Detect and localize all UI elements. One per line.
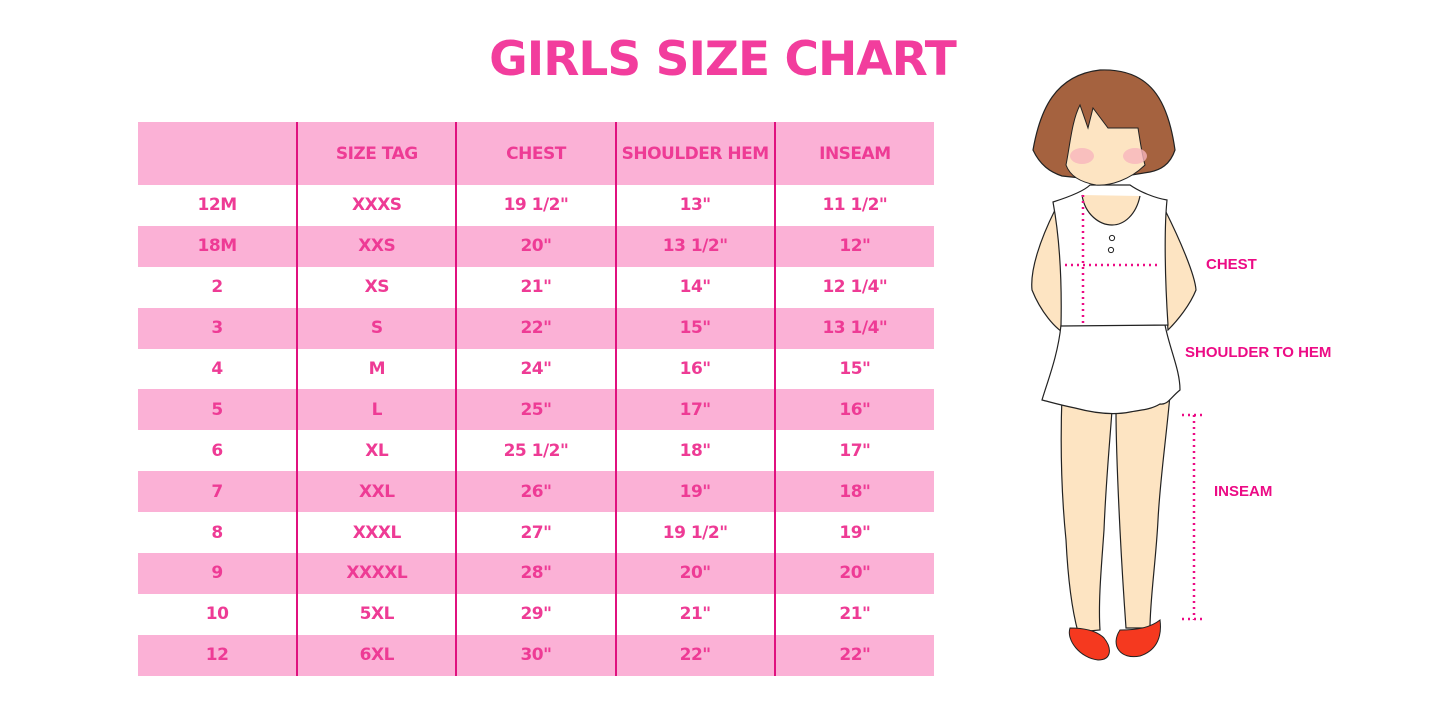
- chest-label: CHEST: [1206, 256, 1257, 273]
- cell-size: 18M: [138, 225, 298, 267]
- table-row: 12M XXXS 19 1/2" 13" 11 1/2": [138, 185, 934, 226]
- cell-shoulder-hem: 17": [614, 389, 775, 431]
- right-cheek: [1123, 148, 1147, 164]
- cell-inseam: 15": [773, 348, 934, 390]
- shoulder-to-hem-label: SHOULDER TO HEM: [1185, 344, 1332, 361]
- cell-size-tag: M: [296, 348, 457, 390]
- neckline: [1081, 194, 1141, 226]
- cell-chest: 19 1/2": [455, 185, 616, 226]
- table-row: 10 5XL 29" 21" 21": [138, 593, 934, 635]
- table-row: 18M XXS 20" 13 1/2" 12": [138, 225, 934, 267]
- header-size-tag: SIZE TAG: [296, 122, 457, 185]
- cell-inseam: 11 1/2": [773, 185, 934, 226]
- cell-size: 7: [138, 471, 298, 513]
- cell-size: 12: [138, 634, 298, 676]
- left-shoe: [1068, 627, 1110, 661]
- cell-inseam: 13 1/4": [773, 307, 934, 349]
- cell-size-tag: S: [296, 307, 457, 349]
- cell-shoulder-hem: 19": [614, 471, 775, 513]
- cell-size-tag: XXL: [296, 471, 457, 513]
- cell-chest: 29": [455, 593, 616, 635]
- button-icon: [1107, 246, 1115, 254]
- cell-inseam: 17": [773, 430, 934, 472]
- cell-shoulder-hem: 13": [614, 185, 775, 226]
- cell-chest: 21": [455, 266, 616, 308]
- right-leg: [1115, 394, 1171, 629]
- cell-chest: 27": [455, 512, 616, 554]
- button-icon: [1108, 234, 1116, 242]
- left-leg: [1060, 394, 1113, 633]
- cell-inseam: 20": [773, 553, 934, 594]
- cell-shoulder-hem: 15": [614, 307, 775, 349]
- cell-chest: 25": [455, 389, 616, 431]
- left-cheek: [1070, 148, 1094, 164]
- cell-size-tag: XS: [296, 266, 457, 308]
- table-row: 7 XXL 26" 19" 18": [138, 471, 934, 513]
- cell-size: 3: [138, 307, 298, 349]
- cell-size-tag: 6XL: [296, 634, 457, 676]
- cell-shoulder-hem: 13 1/2": [614, 225, 775, 267]
- cell-size-tag: XXS: [296, 225, 457, 267]
- girl-illustration: [1031, 69, 1202, 661]
- cell-size-tag: XL: [296, 430, 457, 472]
- cell-shoulder-hem: 21": [614, 593, 775, 635]
- cell-chest: 22": [455, 307, 616, 349]
- header-inseam: INSEAM: [773, 122, 934, 185]
- cell-size-tag: XXXL: [296, 512, 457, 554]
- cell-chest: 28": [455, 553, 616, 594]
- cell-size: 5: [138, 389, 298, 431]
- cell-shoulder-hem: 16": [614, 348, 775, 390]
- cell-size: 9: [138, 553, 298, 594]
- cell-chest: 30": [455, 634, 616, 676]
- table-row: 2 XS 21" 14" 12 1/4": [138, 266, 934, 308]
- table-row: 3 S 22" 15" 13 1/4": [138, 307, 934, 349]
- title-text: GIRLS SIZE CHART: [489, 32, 957, 87]
- cell-shoulder-hem: 22": [614, 634, 775, 676]
- table-row: 6 XL 25 1/2" 18" 17": [138, 430, 934, 472]
- cell-size-tag: L: [296, 389, 457, 431]
- cell-chest: 24": [455, 348, 616, 390]
- table-row: 5 L 25" 17" 16": [138, 389, 934, 431]
- cell-size: 6: [211, 440, 223, 461]
- page-title: GIRLS SIZE CHART: [0, 32, 1445, 87]
- size-chart-table: SIZE TAG CHEST SHOULDER HEM INSEAM 12M XX…: [138, 122, 934, 676]
- header-shoulder-hem: SHOULDER HEM: [614, 122, 775, 185]
- cell-size-tag: XXXS: [296, 185, 457, 226]
- table-row: 8 XXXL 27" 19 1/2" 19": [138, 512, 934, 554]
- cell-shoulder-hem: 19 1/2": [614, 512, 775, 554]
- cell-chest: 25 1/2": [455, 430, 616, 472]
- cell-shoulder-hem: 18": [614, 430, 775, 472]
- table-row: 9 XXXXL 28" 20" 20": [138, 553, 934, 594]
- inseam-label: INSEAM: [1214, 483, 1273, 500]
- cell-size-tag: 5XL: [296, 593, 457, 635]
- right-arm: [1159, 208, 1197, 332]
- right-shoe: [1115, 619, 1161, 658]
- cell-inseam: 19": [773, 512, 934, 554]
- cell-shoulder-hem: 20": [614, 553, 775, 594]
- cell-inseam: 16": [773, 389, 934, 431]
- cell-inseam: 18": [773, 471, 934, 513]
- skirt: [1041, 324, 1181, 415]
- table-row: 12 6XL 30" 22" 22": [138, 634, 934, 676]
- header-size: [138, 122, 298, 185]
- header-chest: CHEST: [455, 122, 616, 185]
- cell-inseam: 21": [773, 593, 934, 635]
- cell-shoulder-hem: 14": [614, 266, 775, 308]
- cell-size-tag: XXXXL: [296, 553, 457, 594]
- face: [1065, 103, 1146, 186]
- cell-size: 10: [205, 604, 229, 625]
- cell-inseam: 12 1/4": [773, 266, 934, 308]
- table-row: 4 M 24" 16" 15": [138, 348, 934, 390]
- cell-size: 4: [211, 359, 223, 379]
- cell-size: 8: [211, 522, 223, 543]
- table-header-row: SIZE TAG CHEST SHOULDER HEM INSEAM: [138, 122, 934, 185]
- cell-inseam: 22": [773, 634, 934, 676]
- cell-chest: 26": [455, 471, 616, 513]
- cell-chest: 20": [455, 225, 616, 267]
- cell-inseam: 12": [773, 225, 934, 267]
- cell-size: 12M: [197, 195, 238, 216]
- cell-size: 2: [211, 277, 223, 298]
